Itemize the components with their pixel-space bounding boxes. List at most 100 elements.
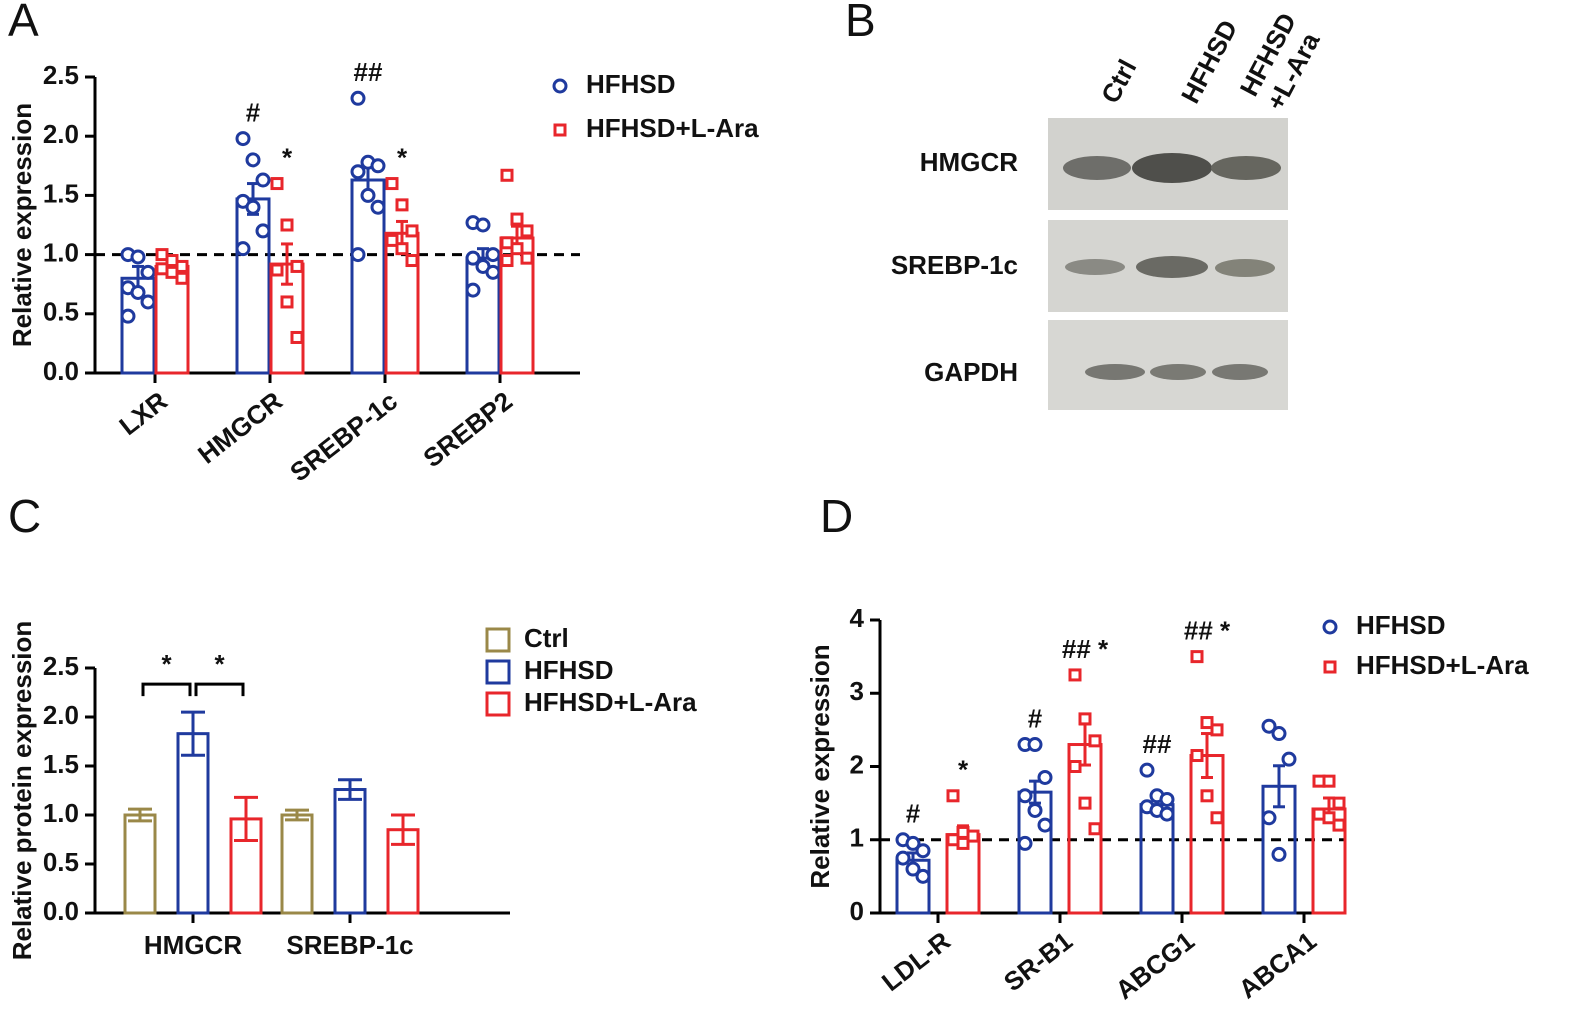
data-point (140, 264, 156, 280)
significance-bracket (194, 682, 245, 697)
data-point (395, 242, 409, 256)
data-point (1322, 811, 1336, 825)
x-tick-label: SREBP2 (417, 386, 517, 474)
data-point (1271, 726, 1287, 742)
error-bar (281, 242, 293, 286)
panel-label: A (8, 0, 39, 46)
data-point (140, 294, 156, 310)
legend-marker (552, 78, 568, 94)
data-point (905, 835, 921, 851)
data-point (1068, 760, 1082, 773)
data-point (130, 249, 146, 265)
data-point (500, 168, 514, 182)
lane-label-line: HFHSD (1175, 15, 1244, 108)
data-point (270, 177, 284, 191)
data-point (1037, 817, 1053, 833)
row-label: GAPDH (924, 357, 1018, 387)
y-tick-label: 2.5 (43, 651, 79, 681)
significance-mark: # (1028, 703, 1043, 733)
lane-label-line: Ctrl (1095, 54, 1143, 108)
lane-label: HFHSD+L-Ara (1234, 8, 1326, 115)
x-tick-label: ABCG1 (1110, 926, 1200, 1006)
lane-label: Ctrl (1095, 54, 1143, 108)
error-bar (234, 795, 258, 842)
data-point (1261, 718, 1277, 734)
error-bar (181, 710, 205, 757)
x-tick-label: HMGCR (192, 385, 288, 469)
lane-label: HFHSD (1175, 15, 1244, 108)
data-point (280, 295, 294, 309)
y-tick-label: 1.0 (43, 798, 79, 828)
data-point (385, 233, 399, 247)
y-tick-label: 2 (850, 749, 864, 779)
legend-marker (485, 691, 511, 717)
y-tick-label: 2.5 (43, 60, 79, 90)
data-point (235, 131, 251, 147)
y-tick-label: 1.0 (43, 237, 79, 267)
row-label: HMGCR (920, 147, 1018, 177)
y-tick-label: 0 (850, 896, 864, 926)
x-tick-label: SREBP-1c (286, 930, 413, 960)
data-point (465, 282, 481, 298)
data-point (966, 829, 980, 843)
data-point (270, 263, 284, 277)
data-point (1027, 737, 1043, 753)
bar (280, 813, 314, 915)
x-tick-label: LDL-R (876, 925, 956, 997)
significance-mark: * (397, 142, 408, 172)
error-bar (285, 808, 309, 822)
significance-mark: # (906, 799, 921, 829)
data-point (905, 861, 921, 877)
data-point (485, 264, 501, 280)
significance-bracket (141, 682, 192, 697)
data-point (1190, 749, 1204, 763)
y-tick-label: 4 (850, 603, 865, 633)
y-tick-label: 1 (850, 823, 864, 853)
data-point (1159, 791, 1175, 807)
significance-mark: # (246, 97, 261, 127)
significance-mark: ## (354, 57, 383, 87)
data-point (1068, 668, 1082, 682)
y-tick-label: 1.5 (43, 749, 79, 779)
legend-label: HFHSD+L-Ara (1356, 650, 1529, 680)
x-tick-label: LXR (113, 385, 173, 441)
data-point (1078, 796, 1092, 810)
bar (176, 732, 210, 915)
x-tick-label: HMGCR (144, 930, 242, 960)
data-point (956, 836, 970, 850)
data-point (1078, 712, 1092, 726)
bar (1189, 754, 1225, 915)
data-point (1037, 769, 1053, 785)
data-point (370, 158, 386, 174)
data-point (235, 241, 251, 257)
data-point (1322, 774, 1336, 788)
legend-marker (553, 123, 567, 137)
data-point (1027, 802, 1043, 818)
data-point (465, 250, 481, 266)
data-point (290, 330, 304, 344)
significance-mark: * (214, 649, 225, 679)
data-point (360, 187, 376, 203)
panel-label: D (820, 490, 853, 542)
data-point (895, 850, 911, 866)
data-point (1332, 796, 1346, 810)
row-label: SREBP-1c (891, 250, 1018, 280)
y-tick-label: 0.5 (43, 847, 79, 877)
y-axis-label: Relative expression (805, 644, 835, 888)
data-point (485, 247, 501, 263)
data-point (915, 843, 931, 859)
data-point (510, 212, 524, 226)
data-point (1332, 818, 1346, 832)
data-point (1017, 835, 1033, 851)
data-point (255, 223, 271, 239)
data-point (915, 868, 931, 884)
y-axis-label: Relative expression (7, 103, 37, 347)
data-point (1139, 762, 1155, 778)
data-point (1088, 734, 1102, 748)
y-tick-label: 0.0 (43, 896, 79, 926)
blot-image (1048, 118, 1288, 410)
significance-mark: ## * (1184, 616, 1231, 646)
x-tick-label: SR-B1 (998, 926, 1078, 998)
data-point (1281, 751, 1297, 767)
panel-label: B (845, 0, 876, 46)
